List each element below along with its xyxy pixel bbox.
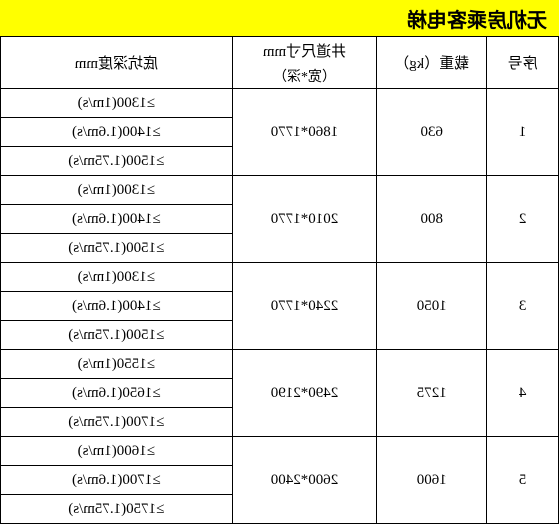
cell-dim: 2600*2400: [232, 437, 377, 524]
table-row: 5 1600 2600*2400 ≥1600(1m/s): [1, 437, 559, 466]
title-bar: 无机房乘客电梯: [0, 0, 559, 36]
header-pit: 底坑深度mm: [1, 37, 233, 89]
cell-pit: ≥1500(1.75m/s): [1, 234, 233, 263]
cell-pit: ≥1700(1.75m/s): [1, 408, 233, 437]
cell-pit: ≥1600(1m/s): [1, 437, 233, 466]
header-seq: 序号: [487, 37, 559, 89]
cell-dim: 1860*1770: [232, 89, 377, 176]
table-row: 4 1275 2490*2190 ≥1550(1m/s): [1, 350, 559, 379]
cell-pit: ≥1400(1.6m/s): [1, 292, 233, 321]
cell-pit: ≥1650(1.6m/s): [1, 379, 233, 408]
page-title: 无机房乘客电梯: [407, 4, 547, 33]
cell-seq: 1: [487, 89, 559, 176]
header-load: 载重（kg）: [377, 37, 487, 89]
cell-load: 1050: [377, 263, 487, 350]
header-dim-bottom: （宽*深）: [232, 65, 377, 89]
cell-seq: 2: [487, 176, 559, 263]
cell-dim: 2490*2190: [232, 350, 377, 437]
cell-load: 1600: [377, 437, 487, 524]
spec-table: 序号 载重（kg） 井道尺寸mm 底坑深度mm （宽*深） 1 630 1860…: [0, 36, 559, 524]
cell-seq: 4: [487, 350, 559, 437]
cell-load: 630: [377, 89, 487, 176]
cell-pit: ≥1300(1m/s): [1, 89, 233, 118]
cell-pit: ≥1300(1m/s): [1, 263, 233, 292]
cell-pit: ≥1550(1m/s): [1, 350, 233, 379]
cell-pit: ≥1700(1.6m/s): [1, 466, 233, 495]
table-row: 1 630 1860*1770 ≥1300(1m/s): [1, 89, 559, 118]
cell-pit: ≥1400(1.6m/s): [1, 118, 233, 147]
cell-pit: ≥1300(1m/s): [1, 176, 233, 205]
cell-seq: 3: [487, 263, 559, 350]
cell-pit: ≥1500(1.75m/s): [1, 147, 233, 176]
cell-dim: 2010*1770: [232, 176, 377, 263]
cell-load: 1275: [377, 350, 487, 437]
cell-load: 800: [377, 176, 487, 263]
table-header-row: 序号 载重（kg） 井道尺寸mm 底坑深度mm: [1, 37, 559, 65]
header-dim-top: 井道尺寸mm: [232, 37, 377, 65]
cell-pit: ≥1750(1.75m/s): [1, 495, 233, 524]
cell-pit: ≥1400(1.6m/s): [1, 205, 233, 234]
cell-dim: 2240*1770: [232, 263, 377, 350]
cell-seq: 5: [487, 437, 559, 524]
table-row: 3 1050 2240*1770 ≥1300(1m/s): [1, 263, 559, 292]
table-row: 2 800 2010*1770 ≥1300(1m/s): [1, 176, 559, 205]
cell-pit: ≥1500(1.75m/s): [1, 321, 233, 350]
